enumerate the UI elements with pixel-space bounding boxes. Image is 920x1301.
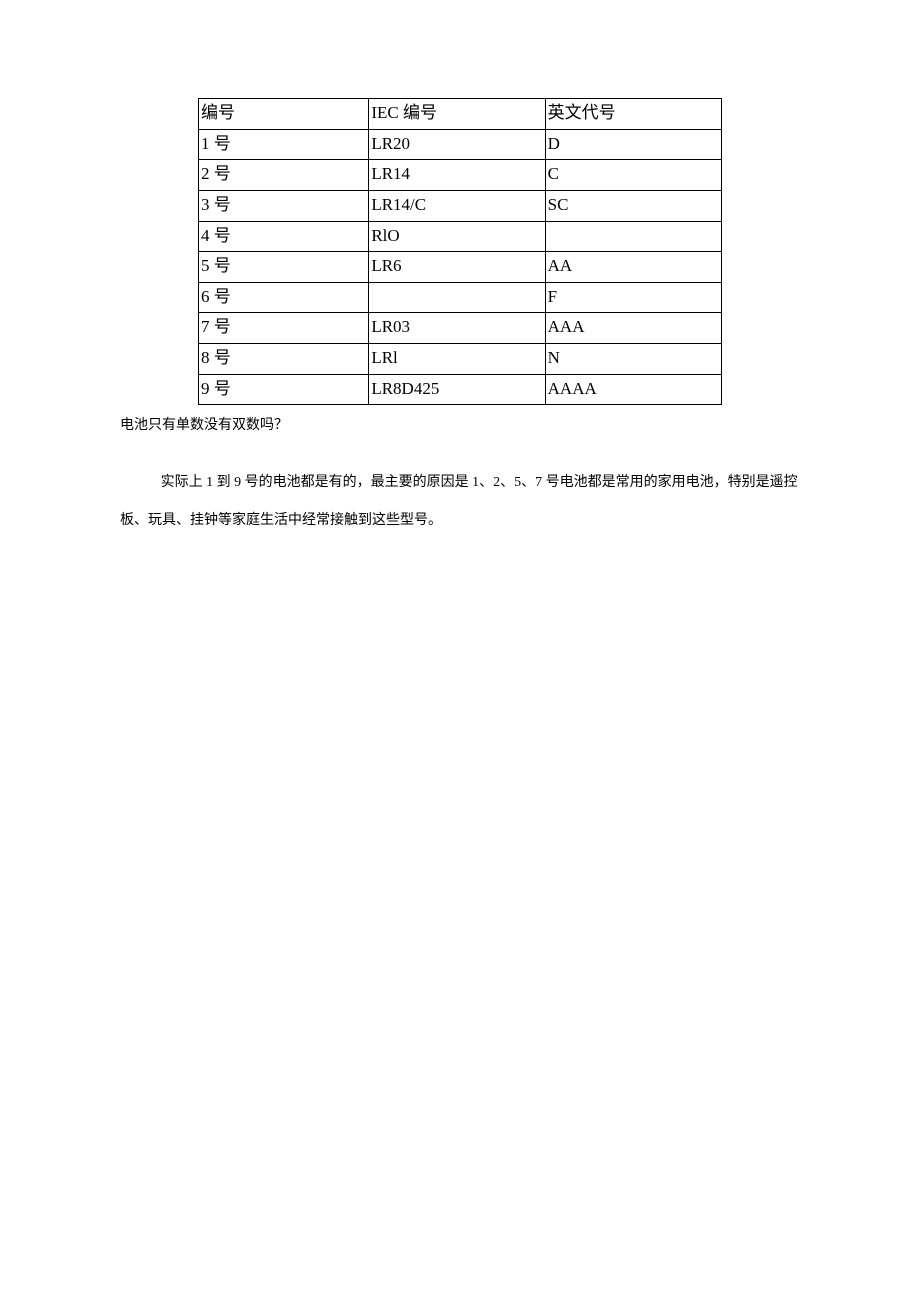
table-row: 2 号 LR14 C [199, 160, 722, 191]
table-row: 6 号 F [199, 282, 722, 313]
header-cell: 英文代号 [545, 99, 721, 130]
table-cell: LR8D425 [369, 374, 545, 405]
table-row: 1 号 LR20 D [199, 129, 722, 160]
table-cell: F [545, 282, 721, 313]
table-cell: 7 号 [199, 313, 369, 344]
table-row: 3 号 LR14/C SC [199, 190, 722, 221]
header-cell: IEC 编号 [369, 99, 545, 130]
table-row: 9 号 LR8D425 AAAA [199, 374, 722, 405]
table-cell: 2 号 [199, 160, 369, 191]
table-cell [369, 282, 545, 313]
table-header-row: 编号 IEC 编号 英文代号 [199, 99, 722, 130]
table-row: 5 号 LR6 AA [199, 252, 722, 283]
table-cell: AAA [545, 313, 721, 344]
battery-table-body: 编号 IEC 编号 英文代号 1 号 LR20 D 2 号 LR14 C 3 号… [199, 99, 722, 405]
table-cell: 5 号 [199, 252, 369, 283]
table-cell: LR6 [369, 252, 545, 283]
table-cell: LR03 [369, 313, 545, 344]
table-cell: D [545, 129, 721, 160]
table-cell: 8 号 [199, 344, 369, 375]
table-row: 7 号 LR03 AAA [199, 313, 722, 344]
table-cell: 1 号 [199, 129, 369, 160]
table-cell: C [545, 160, 721, 191]
table-cell: LR14 [369, 160, 545, 191]
table-cell: N [545, 344, 721, 375]
table-cell: AAAA [545, 374, 721, 405]
table-cell [545, 221, 721, 252]
table-cell: 9 号 [199, 374, 369, 405]
table-cell: RlO [369, 221, 545, 252]
table-row: 8 号 LRl N [199, 344, 722, 375]
table-cell: 6 号 [199, 282, 369, 313]
table-cell: SC [545, 190, 721, 221]
table-cell: 3 号 [199, 190, 369, 221]
table-cell: LR14/C [369, 190, 545, 221]
question-text: 电池只有单数没有双数吗？ [120, 415, 800, 437]
table-cell: LRl [369, 344, 545, 375]
body-paragraph: 实际上 1 到 9 号的电池都是有的，最主要的原因是 1、2、5、7 号电池都是… [120, 464, 800, 540]
table-row: 4 号 RlO [199, 221, 722, 252]
table-cell: 4 号 [199, 221, 369, 252]
table-cell: LR20 [369, 129, 545, 160]
battery-table: 编号 IEC 编号 英文代号 1 号 LR20 D 2 号 LR14 C 3 号… [198, 98, 722, 405]
header-cell: 编号 [199, 99, 369, 130]
document-page: 编号 IEC 编号 英文代号 1 号 LR20 D 2 号 LR14 C 3 号… [0, 0, 920, 539]
table-cell: AA [545, 252, 721, 283]
